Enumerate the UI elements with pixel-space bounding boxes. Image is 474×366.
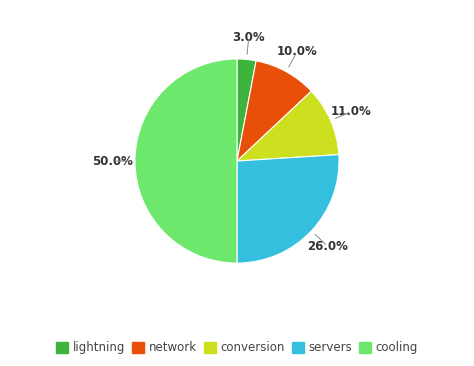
Wedge shape	[237, 61, 311, 161]
Wedge shape	[237, 91, 339, 161]
Wedge shape	[237, 154, 339, 263]
Wedge shape	[135, 59, 237, 263]
Text: 26.0%: 26.0%	[307, 240, 348, 253]
Text: 10.0%: 10.0%	[277, 45, 318, 59]
Text: 11.0%: 11.0%	[331, 105, 372, 118]
Wedge shape	[237, 59, 256, 161]
Legend: lightning, network, conversion, servers, cooling: lightning, network, conversion, servers,…	[51, 337, 423, 359]
Text: 50.0%: 50.0%	[92, 154, 133, 168]
Text: 3.0%: 3.0%	[232, 31, 265, 44]
